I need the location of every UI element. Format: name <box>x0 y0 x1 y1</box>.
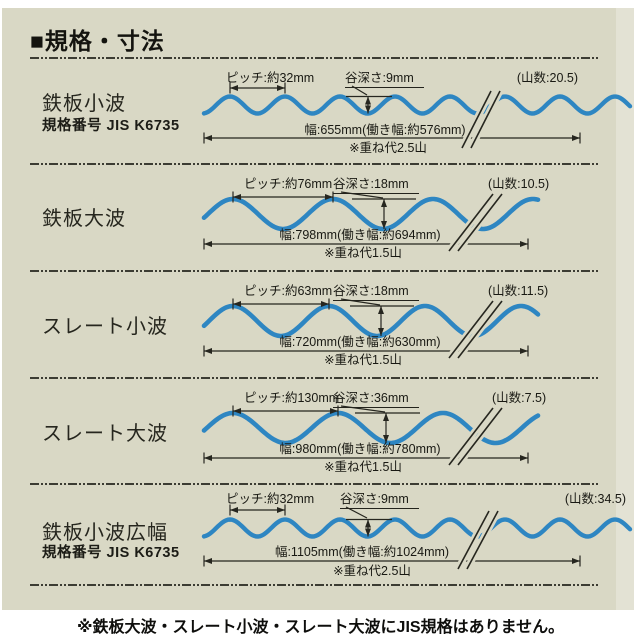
wave-drawing <box>201 298 541 361</box>
width-label: 幅:720mm(働き幅:約630mm) <box>279 335 441 349</box>
pitch-label: ピッチ:約32mm <box>226 71 315 85</box>
width-label: 幅:1105mm(働き幅:約1024mm) <box>274 545 450 559</box>
row-title-teppan-onami: 鉄板大波 <box>42 208 126 230</box>
wave-drawing <box>201 191 541 254</box>
overlap-note: ※重ね代1.5山 <box>324 353 402 367</box>
separator-line <box>30 377 600 379</box>
width-label: 幅:980mm(働き幅:約780mm) <box>279 442 441 456</box>
overlap-note: ※重ね代2.5山 <box>349 141 427 155</box>
pitch-label: ピッチ:約76mm <box>244 177 333 191</box>
page-title: ■規格・寸法 <box>30 28 165 54</box>
wave-profile-diagram: ピッチ:約32mm 谷深さ:9mm (山数:20.5) 幅:655mm(働き幅:… <box>200 57 634 163</box>
standard-number: 規格番号 JIS K6735 <box>42 118 180 134</box>
crest-count-label: (山数:20.5) <box>516 71 578 85</box>
width-label: 幅:798mm(働き幅:約694mm) <box>279 228 441 242</box>
row-title-slate-onami: スレート大波 <box>42 423 168 445</box>
pitch-label: ピッチ:約32mm <box>226 492 315 506</box>
crest-count-label: (山数:11.5) <box>488 284 549 298</box>
row-title-slate-konami: スレート小波 <box>42 316 168 338</box>
row-title-teppan-konami: 鉄板小波 <box>42 93 126 115</box>
width-label: 幅:655mm(働き幅:約576mm) <box>304 123 466 137</box>
valley-depth-label: 谷深さ:9mm <box>345 71 424 88</box>
pitch-label: ピッチ:約63mm <box>244 284 333 298</box>
wave-drawing <box>201 82 633 150</box>
overlap-note: ※重ね代1.5山 <box>324 460 402 474</box>
wave-drawing <box>201 405 541 468</box>
wave-profile-diagram: ピッチ:約32mm 谷深さ:9mm (山数:34.5) 幅:1105mm(働き幅… <box>200 483 634 584</box>
wave-profile-diagram: ピッチ:約130mm 谷深さ:36mm (山数:7.5) 幅:980mm(働き幅… <box>200 377 634 483</box>
separator-line <box>30 584 600 586</box>
valley-depth-label: 谷深さ:9mm <box>340 492 419 509</box>
separator-line <box>30 270 600 272</box>
separator-line <box>30 163 600 165</box>
crest-count-label: (山数:34.5) <box>564 492 626 506</box>
separator-line <box>30 57 600 59</box>
valley-depth-label: 谷深さ:36mm <box>333 391 419 408</box>
overlap-note: ※重ね代1.5山 <box>324 246 402 260</box>
wave-profile-diagram: ピッチ:約63mm 谷深さ:18mm (山数:11.5) 幅:720mm(働き幅… <box>200 270 634 377</box>
spec-sheet-panel: ■規格・寸法 鉄板小波 規格番号 JIS K6735 ピッチ:約32mm 谷深さ… <box>2 8 634 610</box>
row-title-teppan-konami-hirohaba: 鉄板小波広幅 <box>42 522 168 544</box>
valley-depth-label: 谷深さ:18mm <box>333 177 419 194</box>
separator-line <box>30 483 600 485</box>
crest-count-label: (山数:7.5) <box>492 391 547 405</box>
wave-profile-diagram: ピッチ:約76mm 谷深さ:18mm (山数:10.5) 幅:798mm(働き幅… <box>200 163 634 270</box>
wave-drawing <box>201 504 633 571</box>
pitch-label: ピッチ:約130mm <box>244 391 340 405</box>
valley-depth-label: 谷深さ:18mm <box>333 284 419 301</box>
crest-count-label: (山数:10.5) <box>488 177 550 191</box>
jis-footnote: ※鉄板大波・スレート小波・スレート大波にJIS規格はありません。 <box>77 619 565 636</box>
overlap-note: ※重ね代2.5山 <box>333 564 411 578</box>
standard-number: 規格番号 JIS K6735 <box>42 545 180 561</box>
